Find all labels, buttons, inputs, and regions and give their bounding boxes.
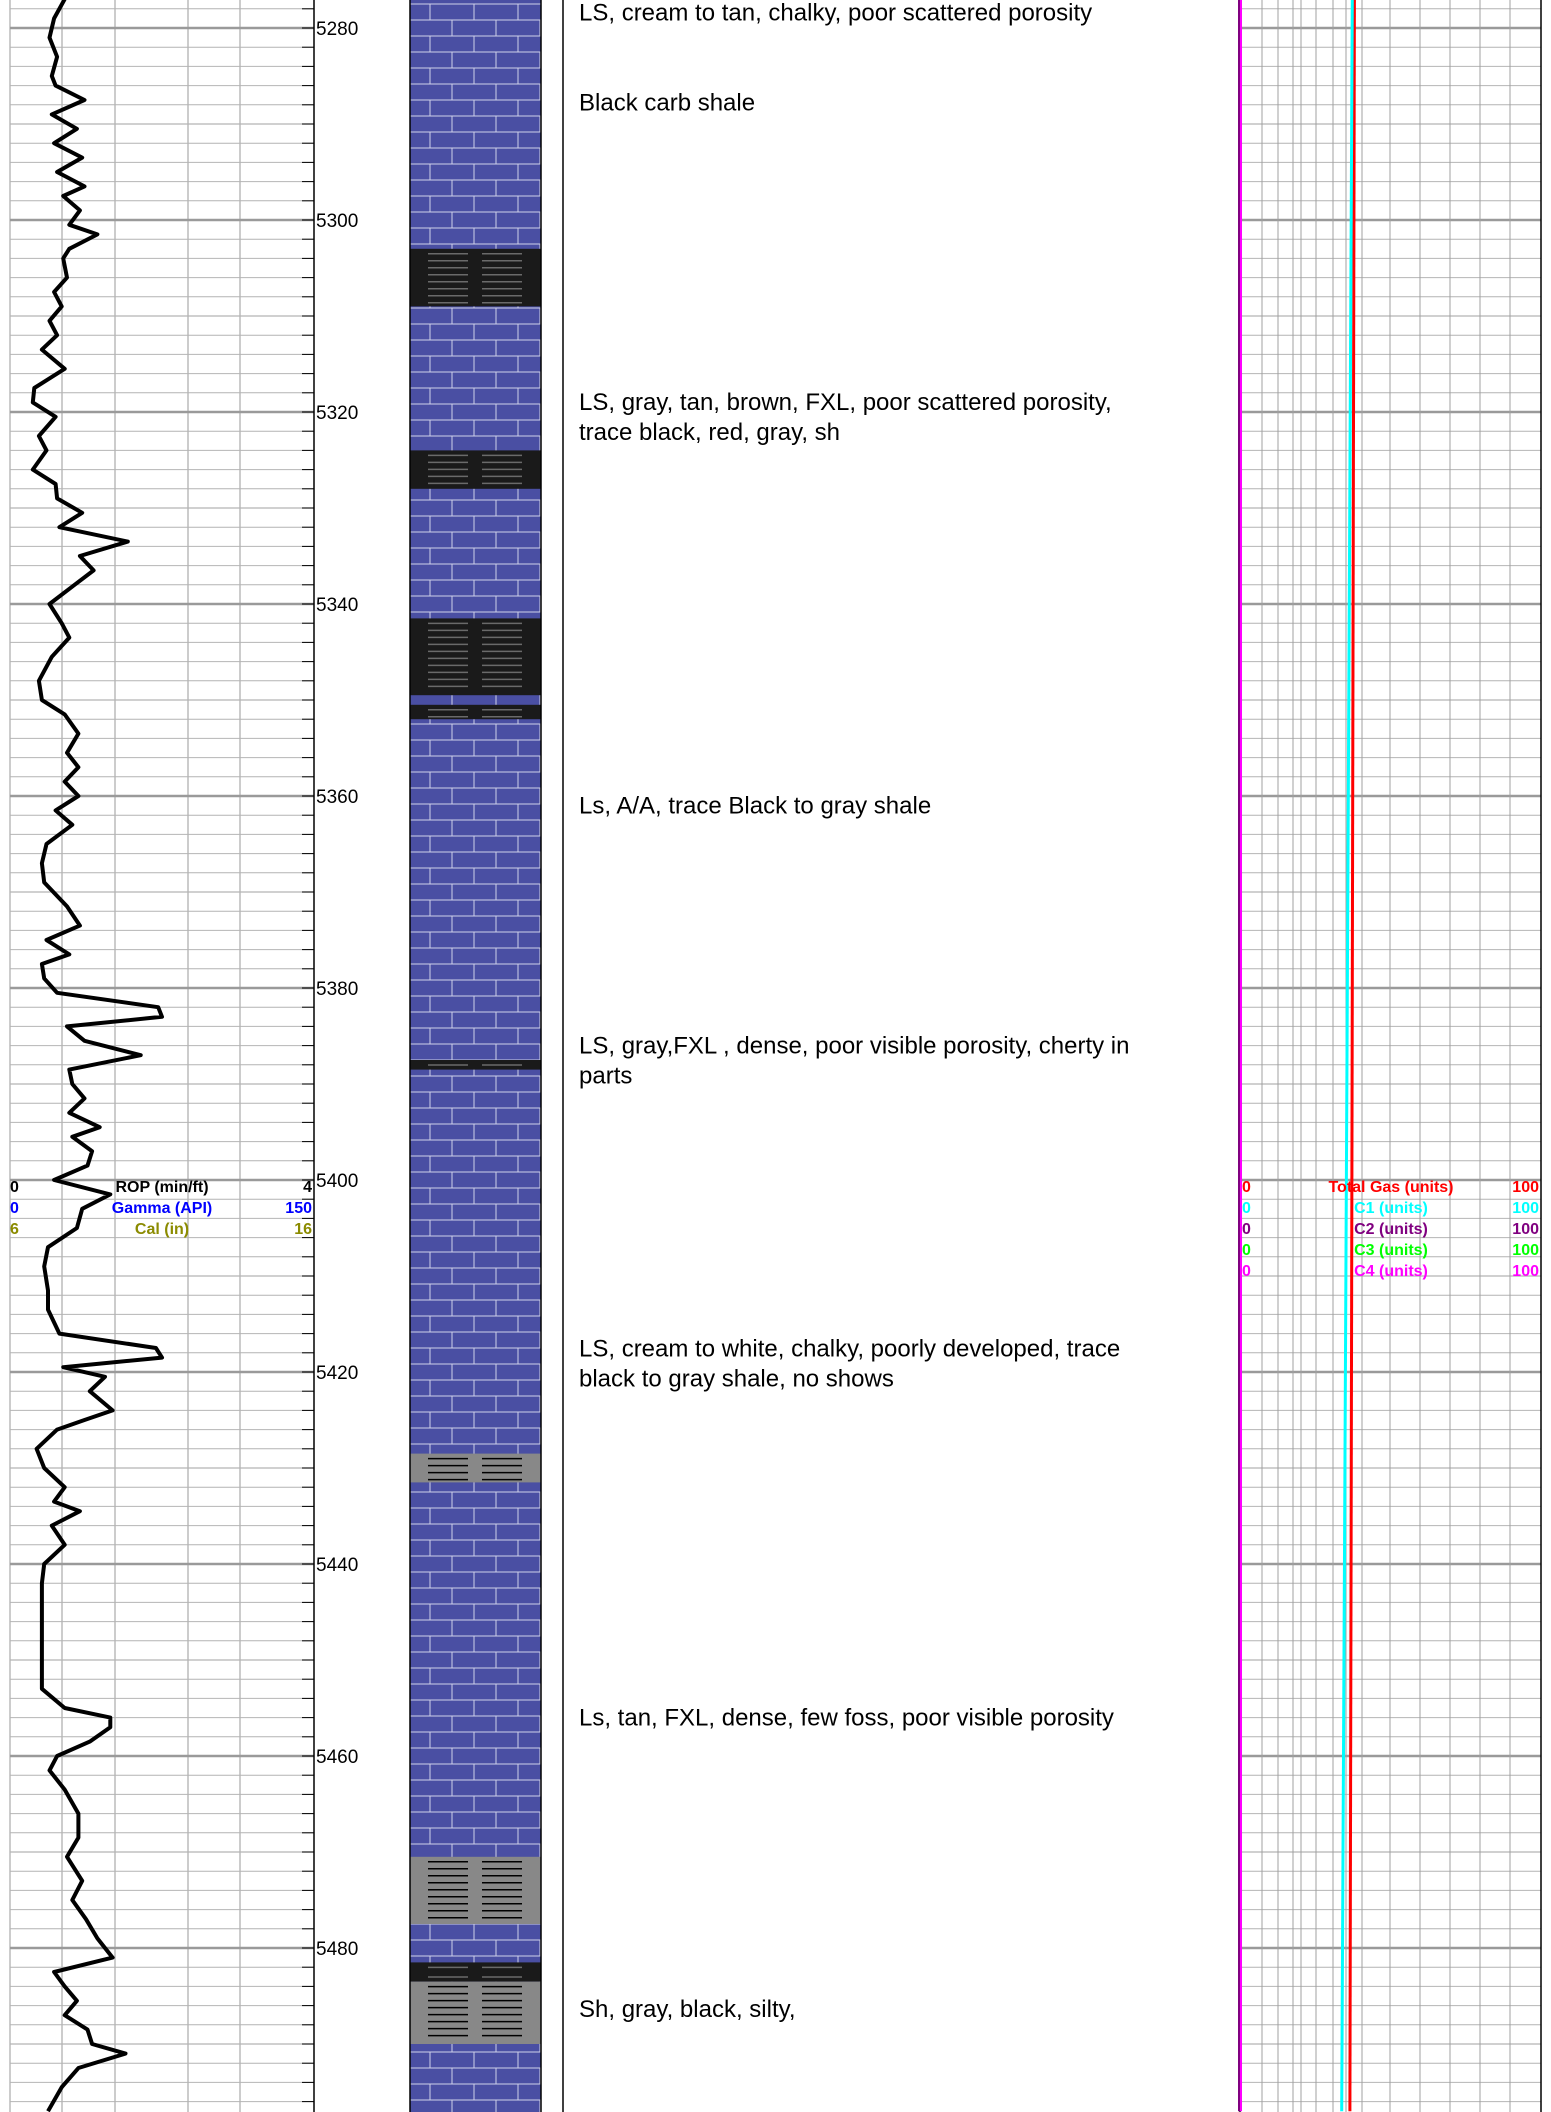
lithology-description: Ls, A/A, trace Black to gray shale bbox=[579, 792, 931, 819]
depth-label: 5380 bbox=[316, 979, 358, 1000]
gas-curve-name: C3 (units) bbox=[1354, 1242, 1428, 1259]
left-scale-max: 16 bbox=[294, 1221, 312, 1238]
left-scale-min: 6 bbox=[10, 1221, 19, 1238]
lithology-description: LS, cream to white, chalky, poorly devel… bbox=[579, 1336, 1120, 1363]
gas-curve-name: C1 (units) bbox=[1354, 1200, 1428, 1217]
left-curve-name: Cal (in) bbox=[135, 1221, 189, 1238]
gas-scale-min: 0 bbox=[1242, 1263, 1251, 1280]
depth-label: 5320 bbox=[316, 403, 358, 424]
gas-scale-max: 100 bbox=[1512, 1221, 1539, 1238]
lithology-description: Ls, tan, FXL, dense, few foss, poor visi… bbox=[579, 1704, 1114, 1731]
gas-scale-min: 0 bbox=[1242, 1179, 1251, 1196]
depth-label: 5420 bbox=[316, 1363, 358, 1384]
gas-scale-max: 100 bbox=[1512, 1242, 1539, 1259]
gas-curve-name: C2 (units) bbox=[1354, 1221, 1428, 1238]
left-scale-max: 4 bbox=[303, 1179, 312, 1196]
gas-curve-name: C4 (units) bbox=[1354, 1263, 1428, 1280]
depth-label: 5300 bbox=[316, 211, 358, 232]
left-curve-name: Gamma (API) bbox=[112, 1200, 212, 1217]
depth-label: 5440 bbox=[316, 1555, 358, 1576]
lithology-description: Black carb shale bbox=[579, 90, 755, 117]
left-scale-min: 0 bbox=[10, 1179, 19, 1196]
lithology-column bbox=[409, 0, 542, 2112]
depth-label: 5460 bbox=[316, 1747, 358, 1768]
lithology-description: LS, gray,FXL , dense, poor visible poros… bbox=[579, 1032, 1129, 1059]
left-scale-max: 150 bbox=[285, 1200, 312, 1217]
shale-streak bbox=[410, 704, 541, 720]
lithology-description: LS, cream to tan, chalky, poor scattered… bbox=[579, 0, 1092, 26]
gas-scale-min: 0 bbox=[1242, 1200, 1251, 1217]
rop-curve bbox=[30, 0, 164, 2112]
lithology-description: black to gray shale, no shows bbox=[579, 1366, 894, 1393]
c1-curve bbox=[1340, 0, 1354, 2112]
lithology-description: Sh, gray, black, silty, bbox=[579, 1996, 796, 2023]
shale-streak bbox=[410, 618, 541, 696]
text-layer: 5280 5300 5320 5340 5360 5380 5400 5420 5440 5460… bbox=[10, 0, 1539, 2023]
total-gas-curve bbox=[1348, 0, 1356, 2112]
lithology-description: LS, gray, tan, brown, FXL, poor scattere… bbox=[579, 389, 1112, 416]
limestone-fill bbox=[410, 0, 541, 2112]
left-scale-min: 0 bbox=[10, 1200, 19, 1217]
shale-streak bbox=[410, 1981, 541, 2044]
curve-layer bbox=[30, 0, 1356, 2112]
gas-scale-min: 0 bbox=[1242, 1242, 1251, 1259]
shale-streak bbox=[410, 248, 541, 307]
grid-layer bbox=[9, 0, 1542, 2112]
shale-streak bbox=[410, 1060, 541, 1070]
gas-scale-min: 0 bbox=[1242, 1221, 1251, 1238]
gas-scale-max: 100 bbox=[1512, 1263, 1539, 1280]
depth-label: 5280 bbox=[316, 19, 358, 40]
shale-streak bbox=[410, 1962, 541, 1972]
depth-label: 5340 bbox=[316, 595, 358, 616]
lithology-description: parts bbox=[579, 1062, 632, 1089]
gas-scale-max: 100 bbox=[1512, 1179, 1539, 1196]
gas-scale-max: 100 bbox=[1512, 1200, 1539, 1217]
depth-label: 5360 bbox=[316, 787, 358, 808]
depth-label: 5480 bbox=[316, 1939, 358, 1960]
left-curve-name: ROP (min/ft) bbox=[115, 1179, 208, 1196]
gas-curve-name: Total Gas (units) bbox=[1328, 1179, 1453, 1196]
shale-streak bbox=[410, 1972, 541, 1982]
depth-label: 5400 bbox=[316, 1171, 358, 1192]
lithology-description: trace black, red, gray, sh bbox=[579, 419, 840, 446]
